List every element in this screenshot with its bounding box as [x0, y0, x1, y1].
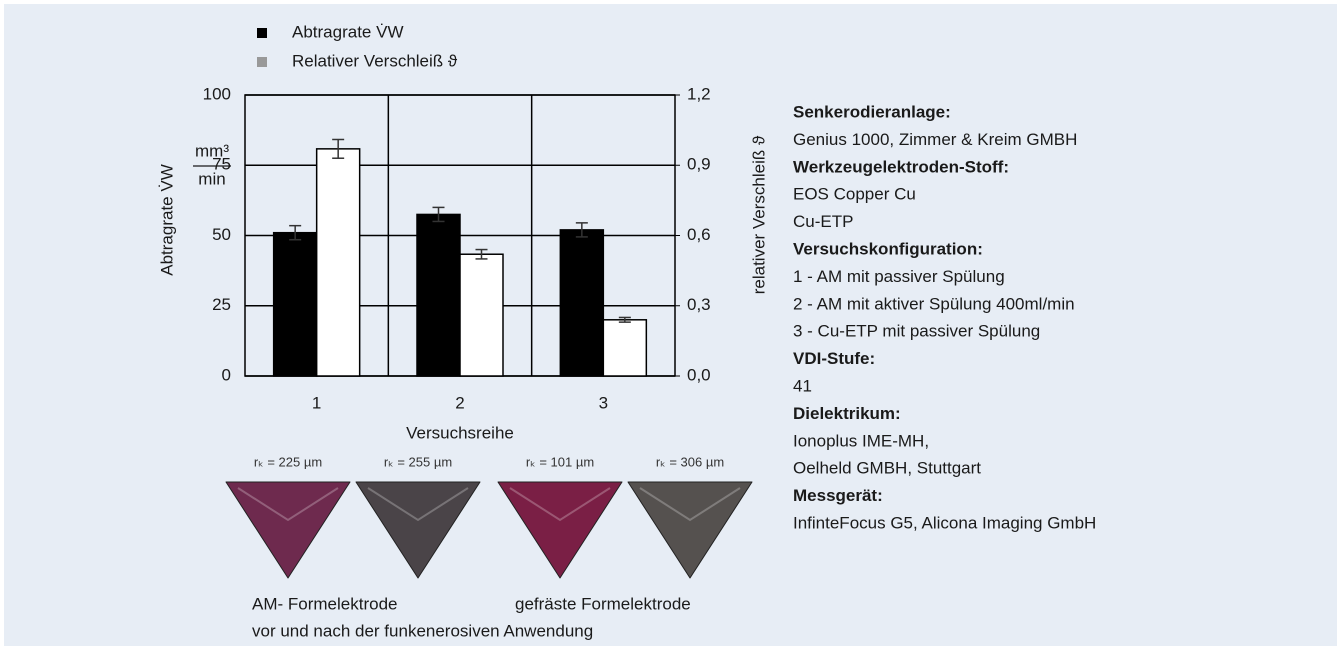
electrode-image [627, 481, 753, 579]
y-tick-label: 100 [203, 84, 231, 103]
info-line: 3 - Cu-ETP mit passiver Spülung [793, 322, 1040, 341]
error-bar [332, 138, 345, 159]
y-unit-denominator: min [198, 169, 225, 188]
caption: vor und nach der funkenerosiven Anwendun… [252, 621, 593, 640]
electrode-shade [237, 487, 339, 522]
info-line: Oelheld GMBH, Stuttgart [793, 459, 981, 478]
y2-tick-label: 0,9 [687, 155, 711, 174]
error-bar [575, 222, 588, 238]
legend-swatch [257, 28, 267, 38]
y2-axis-label: relativer Verschleiß ϑ [749, 135, 768, 294]
info-line: 1 - AM mit passiver Spülung [793, 267, 1005, 286]
legend-swatch [257, 57, 267, 67]
electrode-shade [367, 487, 469, 522]
y2-tick-label: 0,0 [687, 365, 711, 384]
y-tick-label: 75 [212, 155, 231, 174]
info-line: Ionoplus IME-MH, [793, 431, 929, 450]
info-heading: Senkerodieranlage: [793, 102, 951, 121]
info-line: Genius 1000, Zimmer & Kreim GMBH [793, 130, 1077, 149]
info-line: EOS Copper Cu [793, 185, 916, 204]
image-label: rₖ = 255 µm [384, 454, 452, 469]
info-line: Cu-ETP [793, 212, 853, 231]
bar [272, 231, 318, 377]
y-tick-label: 25 [212, 295, 231, 314]
x-tick-label: 1 [312, 393, 321, 412]
bar [602, 319, 648, 377]
y2-tick-label: 0,3 [687, 295, 711, 314]
x-axis-label: Versuchsreihe [406, 423, 514, 442]
error-bar [432, 206, 445, 223]
bar [416, 213, 461, 377]
electrode-image [225, 481, 351, 579]
y-tick-label: 0 [222, 365, 231, 384]
info-heading: Werkzeugelektroden-Stoff: [793, 157, 1009, 176]
error-bar [289, 224, 302, 241]
image-label: rₖ = 306 µm [656, 454, 724, 469]
error-bar [618, 316, 631, 323]
legend-label: Abtragrate V̇W [292, 22, 404, 41]
x-tick-label: 3 [599, 393, 608, 412]
electrode-shade [639, 487, 741, 522]
x-tick-label: 2 [455, 393, 464, 412]
y2-tick-label: 1,2 [687, 84, 711, 103]
info-line: 2 - AM mit aktiver Spülung 400ml/min [793, 294, 1075, 313]
electrode-image [497, 481, 623, 579]
bar [559, 229, 605, 377]
info-heading: VDI-Stufe: [793, 349, 875, 368]
y-unit-numerator: mm³ [195, 141, 229, 160]
y2-tick-label: 0,6 [687, 225, 711, 244]
info-heading: Dielektrikum: [793, 404, 901, 423]
image-label: rₖ = 101 µm [526, 454, 594, 469]
y-tick-label: 50 [212, 225, 231, 244]
info-line: 41 [793, 376, 812, 395]
image-label: rₖ = 225 µm [254, 454, 322, 469]
legend-label: Relativer Verschleiß ϑ [292, 51, 458, 70]
info-heading: Messgerät: [793, 486, 883, 505]
caption: gefräste Formelektrode [515, 594, 691, 613]
bar [315, 148, 361, 377]
electrode-image [355, 481, 481, 579]
y-axis-label: Abtragrate V̇W [157, 164, 176, 276]
error-bar [475, 248, 488, 260]
electrode-shade [509, 487, 611, 522]
bar [459, 253, 504, 377]
info-heading: Versuchskonfiguration: [793, 239, 983, 258]
info-line: InfinteFocus G5, Alicona Imaging GmbH [793, 513, 1096, 532]
caption: AM- Formelektrode [252, 594, 397, 613]
